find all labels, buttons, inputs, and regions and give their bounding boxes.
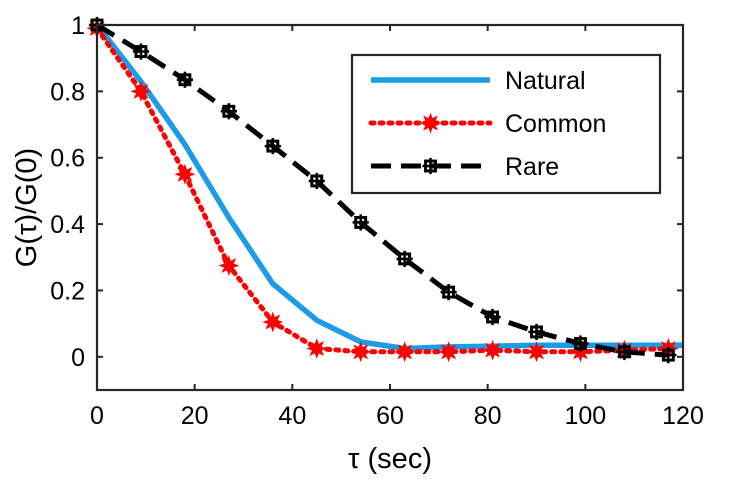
x-tick-label: 0 [90,402,104,430]
legend-label-rare: Rare [505,153,559,181]
rare-line [95,22,669,358]
legend: Natural Common Rare [350,53,662,195]
common-data-point [482,339,504,361]
ticks-layer: 0 20 40 60 80 100 120 0 0.2 0.4 0.6 0.8 1 [50,12,704,430]
legend-item-common: Common [368,110,606,138]
common-data-point [526,341,547,363]
y-tick-label: 0.4 [50,211,85,239]
common-data-point [130,80,152,102]
y-axis-label-text: G(τ)/G(0) [11,148,43,267]
common-data-point [218,255,240,277]
common-data-point [438,341,460,363]
y-tick-label: 1 [71,12,85,40]
y-tick-label: 0.6 [50,145,85,173]
common-data-point [174,163,196,185]
y-tick-label: 0 [71,344,85,372]
x-tick-label: 40 [278,402,306,430]
rare-series [88,16,677,364]
x-axis-label: τ (sec) [348,443,432,475]
legend-label-natural: Natural [505,67,586,95]
legend-item-rare: Rare [371,153,559,181]
y-tick-label: 0.8 [50,78,85,106]
legend-label-common: Common [505,110,606,138]
common-data-point [350,341,372,363]
x-tick-label: 120 [662,402,704,430]
legend-item-natural: Natural [371,67,586,95]
y-axis-label: G(τ)/G(0) [11,148,43,267]
y-tick-label: 0.2 [50,277,85,305]
common-data-point [306,338,328,359]
x-tick-label: 20 [181,402,209,430]
common-data-point [394,341,416,363]
x-axis-label-text: τ (sec) [348,443,432,475]
common-data-point [262,311,284,333]
x-tick-label: 80 [474,402,502,430]
series-layer [86,16,683,364]
x-tick-label: 60 [376,402,404,430]
x-tick-label: 100 [564,402,606,430]
common-data-point [420,112,441,134]
